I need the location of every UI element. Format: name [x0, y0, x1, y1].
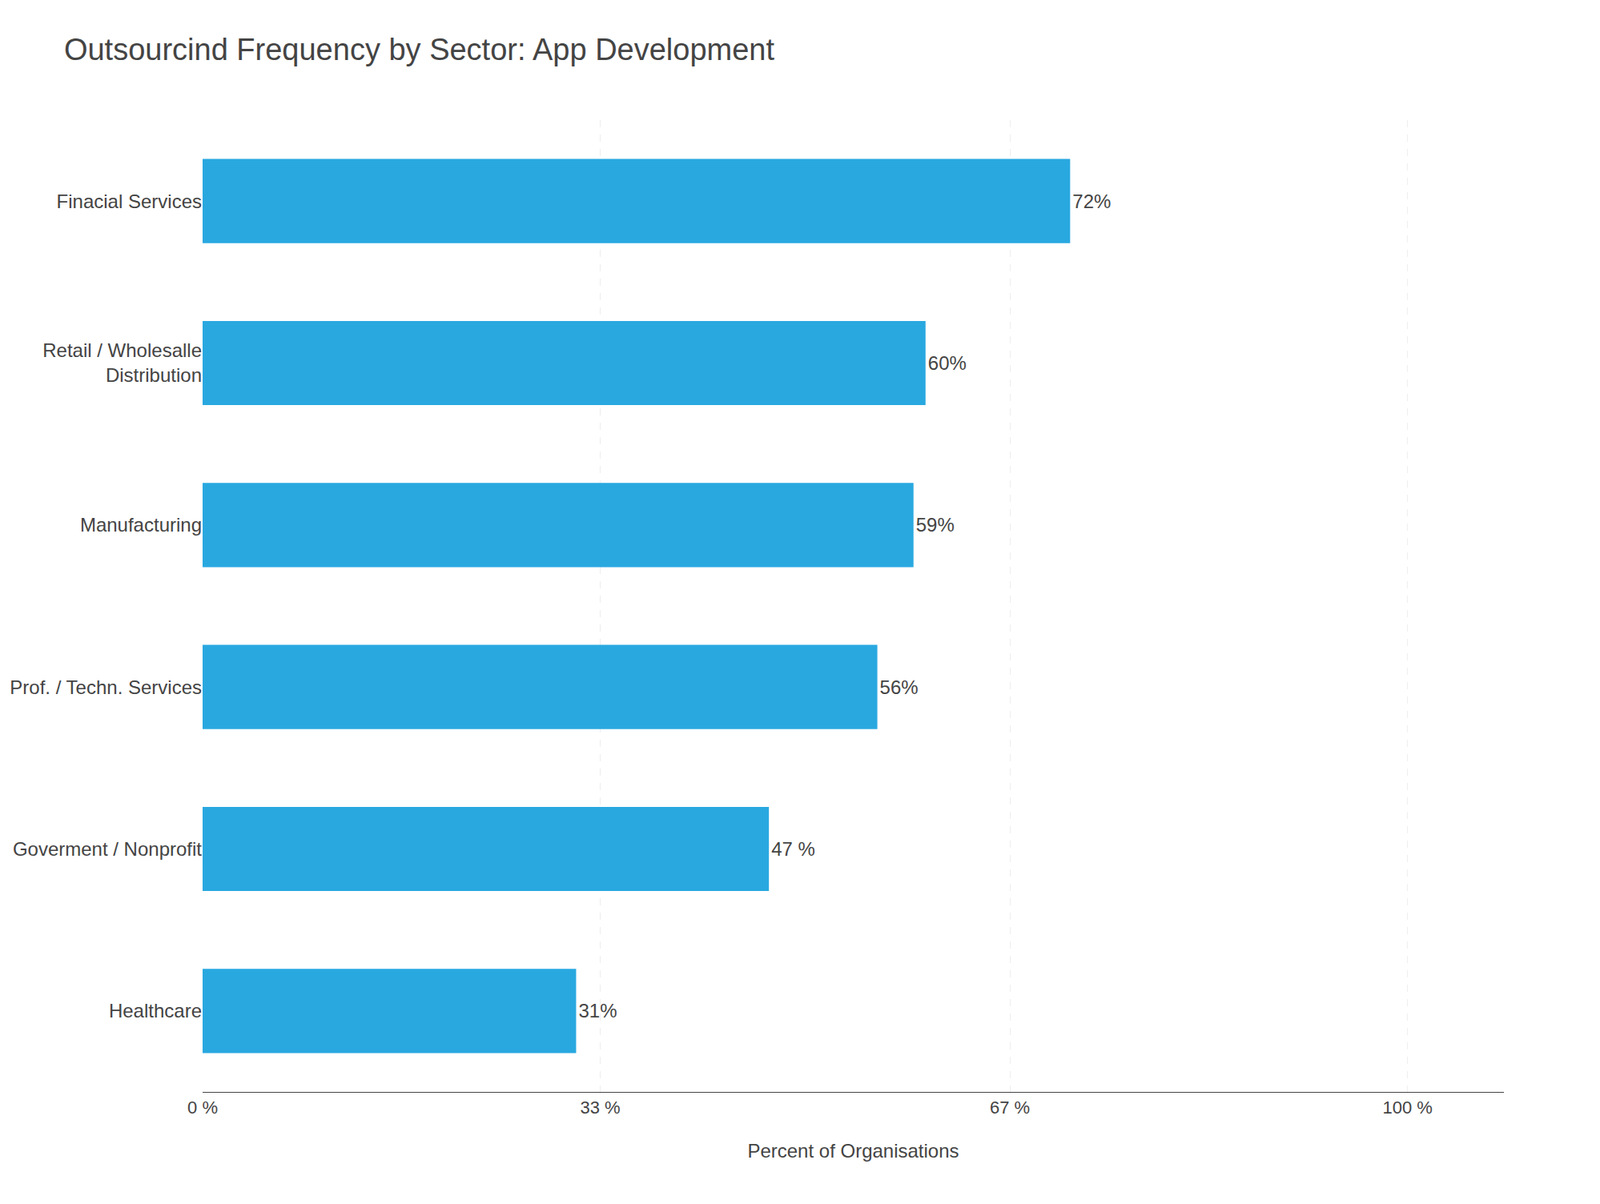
svg-text:56%: 56%: [880, 676, 919, 699]
svg-text:60%: 60%: [928, 352, 967, 374]
svg-text:100 %: 100 %: [1382, 1097, 1432, 1118]
svg-text:67 %: 67 %: [989, 1097, 1030, 1118]
svg-text:59%: 59%: [916, 514, 955, 536]
svg-text:Finacial Services: Finacial Services: [56, 190, 202, 213]
svg-text:33 %: 33 %: [579, 1097, 620, 1118]
svg-text:31%: 31%: [578, 1000, 617, 1022]
svg-text:Healthcare: Healthcare: [108, 1000, 202, 1022]
svg-text:0 %: 0 %: [187, 1097, 218, 1118]
svg-text:47 %: 47 %: [771, 838, 816, 861]
svg-text:Outsourcind Frequency by Secto: Outsourcind Frequency by Sector: App Dev…: [64, 32, 776, 67]
svg-text:Manufacturing: Manufacturing: [80, 514, 202, 536]
svg-text:Percent of Organisations: Percent of Organisations: [747, 1140, 959, 1162]
svg-text:Goverment / Nonprofit: Goverment / Nonprofit: [12, 838, 202, 861]
svg-text:Retail / WholesalleDistributio: Retail / WholesalleDistribution: [42, 339, 202, 386]
svg-text:Prof. / Techn. Services: Prof. / Techn. Services: [9, 676, 202, 699]
svg-text:72%: 72%: [1072, 190, 1111, 213]
